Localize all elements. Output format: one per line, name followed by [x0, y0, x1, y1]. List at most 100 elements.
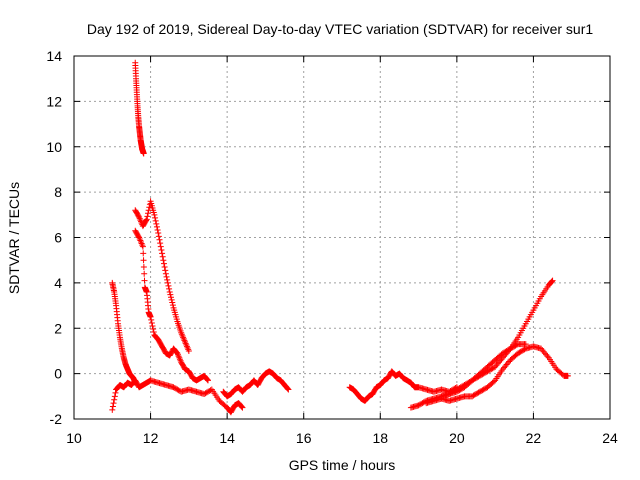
data-point — [152, 217, 159, 224]
data-point — [148, 319, 155, 326]
data-point — [205, 377, 211, 384]
data-point — [152, 214, 159, 221]
data-point — [111, 396, 118, 403]
x-tick-label: 14 — [219, 430, 235, 446]
data-point — [164, 279, 171, 286]
data-point — [285, 386, 292, 393]
x-tick-label: 24 — [602, 430, 618, 446]
data-point — [169, 299, 176, 306]
data-point — [159, 250, 166, 257]
y-tick-label: 14 — [46, 48, 62, 64]
data-point — [141, 277, 148, 284]
data-point — [141, 270, 148, 277]
data-point — [522, 341, 529, 348]
data-point — [148, 316, 155, 323]
x-tick-label: 18 — [372, 430, 388, 446]
data-point — [162, 267, 169, 274]
x-tick-label: 22 — [526, 430, 542, 446]
data-point — [140, 263, 147, 270]
y-tick-label: -2 — [50, 411, 63, 427]
data-point — [163, 273, 170, 280]
data-point — [238, 403, 245, 410]
y-tick-label: 2 — [54, 320, 62, 336]
data-point — [157, 240, 164, 247]
series-arc-b — [132, 59, 147, 157]
data-point — [154, 226, 161, 233]
data-point — [166, 288, 173, 295]
data-point — [135, 233, 142, 240]
x-axis-title: GPS time / hours — [289, 457, 396, 473]
data-point — [164, 276, 171, 283]
data-point — [161, 263, 168, 270]
data-point — [239, 404, 246, 411]
data-point — [521, 346, 528, 353]
data-point — [548, 278, 555, 285]
data-point — [155, 233, 162, 240]
data-point — [155, 229, 162, 236]
y-tick-label: 4 — [54, 275, 62, 291]
data-point — [204, 376, 211, 383]
y-tick-label: 0 — [54, 366, 62, 382]
data-point — [109, 403, 116, 410]
data-point — [143, 216, 150, 223]
series-arc-a — [109, 279, 139, 386]
series-arc-g — [346, 368, 460, 404]
data-point — [145, 210, 152, 217]
y-tick-label: 10 — [46, 139, 62, 155]
data-point — [167, 291, 174, 298]
data-point — [169, 302, 176, 309]
data-point — [151, 211, 158, 218]
data-point — [165, 282, 172, 289]
data-point — [158, 246, 165, 253]
data-point — [111, 393, 118, 400]
data-point — [139, 243, 146, 250]
series-arc-f — [220, 368, 292, 400]
series-arc-j — [438, 341, 529, 400]
series-arc-d — [132, 227, 211, 384]
data-point — [150, 326, 157, 333]
data-point — [112, 389, 119, 396]
data-point — [162, 270, 169, 277]
data-point — [109, 406, 116, 413]
data-point — [153, 223, 160, 230]
y-tick-label: 12 — [46, 93, 62, 109]
data-point — [140, 150, 147, 157]
data-point — [185, 347, 192, 354]
data-point — [564, 372, 571, 379]
data-point — [140, 257, 147, 264]
x-tick-label: 10 — [66, 430, 82, 446]
data-point — [135, 212, 142, 219]
data-point — [490, 378, 497, 385]
data-point — [143, 217, 150, 224]
series-arc-i — [423, 343, 571, 407]
x-tick-label: 20 — [449, 430, 465, 446]
data-point — [156, 236, 163, 243]
data-point — [159, 253, 166, 260]
data-point — [513, 341, 520, 348]
grid-lines — [74, 56, 610, 419]
data-point — [144, 213, 151, 220]
data-point — [549, 277, 556, 284]
data-points — [109, 59, 571, 416]
data-point — [140, 250, 147, 257]
data-point — [284, 385, 291, 392]
x-tick-label: 12 — [143, 430, 159, 446]
data-point — [167, 294, 174, 301]
data-point — [160, 257, 167, 264]
data-point — [147, 313, 154, 320]
y-tick-label: 8 — [54, 184, 62, 200]
y-tick-label: 6 — [54, 230, 62, 246]
data-point — [157, 243, 164, 250]
y-axis-title: SDTVAR / TECUs — [6, 182, 22, 294]
data-point — [168, 296, 175, 303]
series-arc-c — [132, 198, 192, 354]
data-point — [149, 322, 156, 329]
x-tick-label: 16 — [296, 430, 312, 446]
data-point — [150, 329, 157, 336]
data-point — [110, 400, 117, 407]
data-point — [153, 220, 160, 227]
chart-title: Day 192 of 2019, Sidereal Day-to-day VTE… — [87, 21, 593, 37]
data-point — [207, 387, 214, 394]
